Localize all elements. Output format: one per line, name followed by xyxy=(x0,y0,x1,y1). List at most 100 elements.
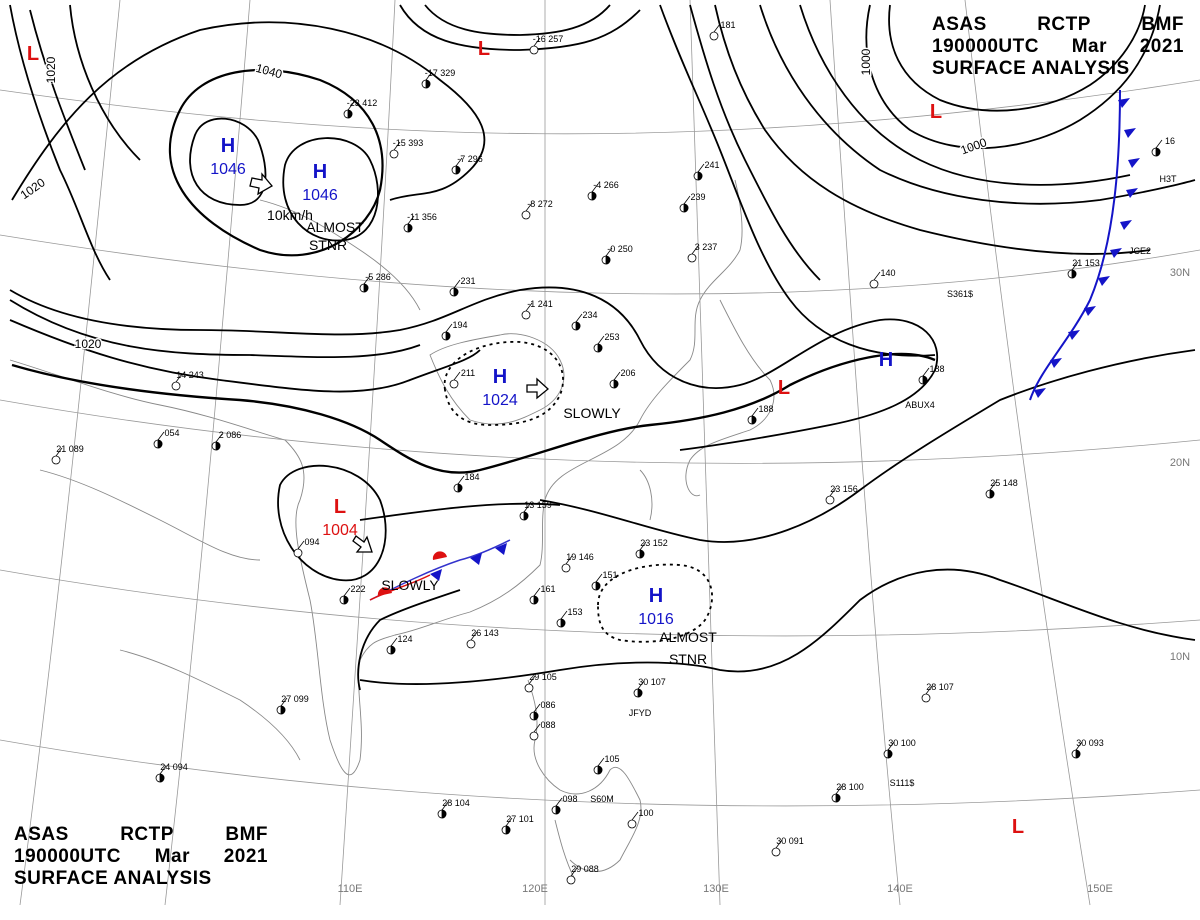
station-value: 151 xyxy=(602,570,617,580)
station-value: 088 xyxy=(540,720,555,730)
station-marker xyxy=(679,195,691,213)
station-value: 161 xyxy=(540,584,555,594)
isobar-label: 1040 xyxy=(254,61,284,82)
station-marker xyxy=(466,631,478,649)
station-value: -7 296 xyxy=(457,154,483,164)
station-marker xyxy=(609,371,621,389)
motion-note: STNR xyxy=(309,237,347,253)
longitude-label: 150E xyxy=(1087,883,1113,895)
station-code: JFYD xyxy=(629,708,652,718)
station-marker xyxy=(451,157,463,175)
station-marker xyxy=(709,23,721,41)
motion-note: 10km/h xyxy=(267,207,313,223)
station-marker xyxy=(421,71,433,89)
motion-arrows xyxy=(249,172,549,553)
station-marker xyxy=(293,540,305,558)
station-marker xyxy=(1151,139,1163,157)
high-pressure-center: H 1016 xyxy=(638,585,674,628)
station-value: 27 099 xyxy=(281,694,309,704)
header-time: 190000UTC xyxy=(932,36,1039,57)
station-value: 24 094 xyxy=(160,762,188,772)
cold-front-triangle xyxy=(1126,188,1138,198)
station-value: 234 xyxy=(582,310,597,320)
station-value: -8 272 xyxy=(527,199,553,209)
low-symbol: L xyxy=(1012,816,1024,838)
cold-front-triangle xyxy=(1128,158,1140,168)
header-code-rctp: RCTP xyxy=(120,824,174,845)
station-marker xyxy=(635,541,647,559)
warm-front-semicircle xyxy=(432,551,447,560)
high-pressure-center: H 1024 xyxy=(482,366,518,409)
central-pressure-value: 1024 xyxy=(482,392,518,409)
station-code: H3T xyxy=(1159,174,1177,184)
high-symbol: H xyxy=(649,585,663,607)
header-month: Mar xyxy=(1071,36,1107,57)
low-symbol: L xyxy=(27,43,39,65)
motion-note: SLOWLY xyxy=(381,577,439,593)
station-markers xyxy=(51,23,1163,885)
station-value: 184 xyxy=(464,472,479,482)
station-marker xyxy=(587,183,599,201)
station-code: S361$ xyxy=(947,289,973,299)
map-header-bottom-left: ASAS RCTP BMF 190000UTC Mar 2021 SURFACE… xyxy=(14,824,268,890)
station-value: -1 241 xyxy=(527,299,553,309)
header-year: 2021 xyxy=(1139,36,1184,57)
high-symbol: H xyxy=(313,161,327,183)
latitude-label: 20N xyxy=(1170,457,1190,469)
station-value: 140 xyxy=(880,268,895,278)
station-value: 30 091 xyxy=(776,836,804,846)
station-code: S111$ xyxy=(890,778,915,788)
longitude-label: 110E xyxy=(338,883,363,895)
latitude-label: 30N xyxy=(1170,267,1190,279)
station-marker xyxy=(571,313,583,331)
station-value: 231 xyxy=(460,276,475,286)
central-pressure-value: 1016 xyxy=(638,611,674,628)
high-pressure-center: H xyxy=(879,349,893,371)
header-code-asas: ASAS xyxy=(14,824,69,845)
high-pressure-dotted-outlines xyxy=(443,341,713,643)
station-marker xyxy=(389,141,401,159)
station-value: 29 105 xyxy=(529,672,557,682)
station-marker xyxy=(359,275,371,293)
header-chart-title: SURFACE ANALYSIS xyxy=(932,58,1130,79)
station-marker xyxy=(593,335,605,353)
front-symbols xyxy=(377,98,1140,596)
station-marker xyxy=(556,610,568,628)
station-value: -0 250 xyxy=(607,244,633,254)
low-pressure-center: L xyxy=(27,43,39,65)
station-marker xyxy=(883,741,895,759)
header-year: 2021 xyxy=(223,846,268,867)
high-pressure-center: H 1046 xyxy=(210,135,246,178)
isobar-label: 1020 xyxy=(75,337,102,351)
station-marker xyxy=(633,680,645,698)
station-marker xyxy=(519,503,531,521)
station-marker xyxy=(521,302,533,320)
station-marker xyxy=(551,797,563,815)
warm-front-semicircle xyxy=(377,587,392,596)
low-symbol: L xyxy=(334,496,346,518)
station-marker xyxy=(529,703,541,721)
longitude-label: 130E xyxy=(703,883,729,895)
station-value: 30 093 xyxy=(1076,738,1104,748)
isobar-label: 1000 xyxy=(859,48,873,75)
cold-front-triangle xyxy=(1084,306,1096,316)
station-marker xyxy=(591,573,603,591)
central-pressure-value: 1004 xyxy=(322,522,358,539)
longitude-label: 140E xyxy=(887,883,913,895)
header-code-bmf: BMF xyxy=(1141,14,1184,35)
station-value: 28 100 xyxy=(836,782,864,792)
low-pressure-center: L xyxy=(930,101,942,123)
cold-front-triangle xyxy=(1068,330,1080,340)
station-value: 206 xyxy=(620,368,635,378)
header-code-bmf: BMF xyxy=(225,824,268,845)
station-marker xyxy=(51,447,63,465)
station-marker xyxy=(339,587,351,605)
station-marker xyxy=(153,431,165,449)
station-value: 16 xyxy=(1165,136,1175,146)
cold-front-triangle xyxy=(1110,248,1122,258)
station-marker xyxy=(521,202,533,220)
station-code: JCE2 xyxy=(1129,246,1151,256)
low-symbol: L xyxy=(778,377,790,399)
station-value: -15 393 xyxy=(393,138,424,148)
